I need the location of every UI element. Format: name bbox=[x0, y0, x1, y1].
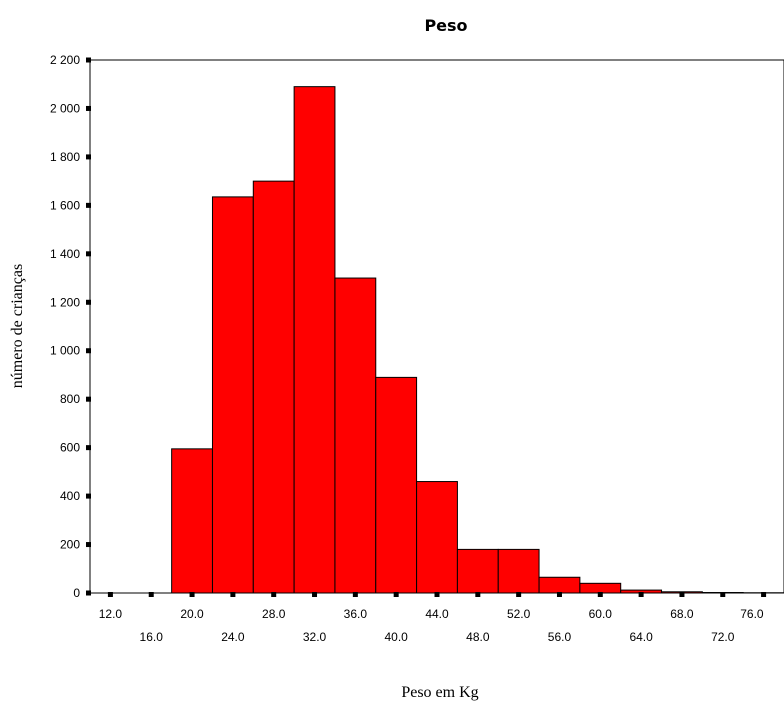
x-tick-mark bbox=[516, 592, 522, 597]
histogram-bar bbox=[211, 196, 254, 594]
x-tick-mark bbox=[230, 592, 236, 597]
y-axis-label: número de crianças bbox=[9, 264, 26, 388]
x-tick-label: 44.0 bbox=[425, 607, 449, 621]
histogram-bar bbox=[538, 576, 581, 594]
histogram-bar bbox=[252, 180, 295, 594]
y-tick-label: 2 000 bbox=[50, 101, 80, 115]
x-tick-label: 16.0 bbox=[140, 630, 164, 644]
y-tick-label: 1 600 bbox=[50, 198, 80, 212]
x-tick-mark bbox=[638, 592, 644, 597]
y-tick-label: 800 bbox=[60, 392, 80, 406]
y-tick-mark bbox=[86, 590, 91, 596]
y-tick-mark bbox=[86, 251, 91, 257]
y-tick-mark bbox=[86, 445, 91, 451]
x-tick-label: 12.0 bbox=[99, 607, 123, 621]
y-tick-mark bbox=[86, 493, 91, 499]
histogram-bar bbox=[375, 376, 418, 594]
x-tick-mark bbox=[720, 592, 726, 597]
y-tick-label: 600 bbox=[60, 441, 80, 455]
x-tick-label: 48.0 bbox=[466, 630, 490, 644]
y-tick-mark bbox=[86, 202, 91, 208]
y-tick-label: 400 bbox=[60, 489, 80, 503]
x-tick-label: 72.0 bbox=[711, 630, 735, 644]
x-tick-label: 20.0 bbox=[180, 607, 204, 621]
y-tick-label: 0 bbox=[73, 586, 80, 600]
x-tick-label: 64.0 bbox=[629, 630, 653, 644]
x-tick-mark bbox=[475, 592, 481, 597]
x-tick-label: 60.0 bbox=[589, 607, 613, 621]
histogram-bar bbox=[293, 86, 336, 594]
x-tick-label: 68.0 bbox=[670, 607, 694, 621]
histogram-bar bbox=[579, 582, 622, 594]
histogram-bar bbox=[497, 548, 540, 594]
x-tick-mark bbox=[312, 592, 318, 597]
x-tick-mark bbox=[556, 592, 562, 597]
y-tick-mark bbox=[86, 348, 91, 354]
y-tick-mark bbox=[86, 57, 91, 63]
x-tick-mark bbox=[761, 592, 767, 597]
y-tick-label: 1 400 bbox=[50, 247, 80, 261]
x-tick-label: 32.0 bbox=[303, 630, 327, 644]
x-tick-mark bbox=[271, 592, 277, 597]
x-tick-mark bbox=[679, 592, 685, 597]
x-tick-label: 56.0 bbox=[548, 630, 572, 644]
y-tick-mark bbox=[86, 299, 91, 305]
x-axis: 12.0 16.0 20.0 24.0 28.0 32.0 36.0 40.0 44.0 48.0… bbox=[99, 592, 767, 644]
bars bbox=[90, 86, 784, 594]
x-tick-label: 24.0 bbox=[221, 630, 245, 644]
y-tick-label: 1 000 bbox=[50, 344, 80, 358]
x-tick-mark bbox=[352, 592, 358, 597]
histogram-bar bbox=[334, 277, 377, 594]
x-tick-label: 40.0 bbox=[384, 630, 408, 644]
x-tick-label: 76.0 bbox=[740, 607, 764, 621]
x-tick-mark bbox=[597, 592, 603, 597]
histogram-bar bbox=[416, 481, 458, 594]
y-axis: 0 200 400 600 800 1 000 1 200 1 400 1 600 1 800 2 … bbox=[50, 53, 91, 600]
histogram-bar bbox=[171, 448, 213, 594]
x-tick-label: 52.0 bbox=[507, 607, 531, 621]
chart-title: Peso bbox=[424, 16, 467, 35]
y-tick-label: 1 800 bbox=[50, 150, 80, 164]
x-tick-mark bbox=[434, 592, 440, 597]
y-tick-mark bbox=[86, 105, 91, 111]
x-tick-mark bbox=[189, 592, 195, 597]
x-axis-label: Peso em Kg bbox=[401, 684, 478, 701]
x-tick-label: 28.0 bbox=[262, 607, 286, 621]
y-tick-label: 1 200 bbox=[50, 295, 80, 309]
y-tick-mark bbox=[86, 396, 91, 402]
y-tick-label: 200 bbox=[60, 538, 80, 552]
y-tick-mark bbox=[86, 542, 91, 548]
x-tick-mark bbox=[148, 592, 154, 597]
x-tick-mark bbox=[393, 592, 399, 597]
y-tick-label: 2 200 bbox=[50, 53, 80, 67]
x-tick-mark bbox=[107, 592, 113, 597]
x-tick-label: 36.0 bbox=[344, 607, 368, 621]
histogram-bar bbox=[456, 548, 499, 594]
y-tick-mark bbox=[86, 154, 91, 160]
